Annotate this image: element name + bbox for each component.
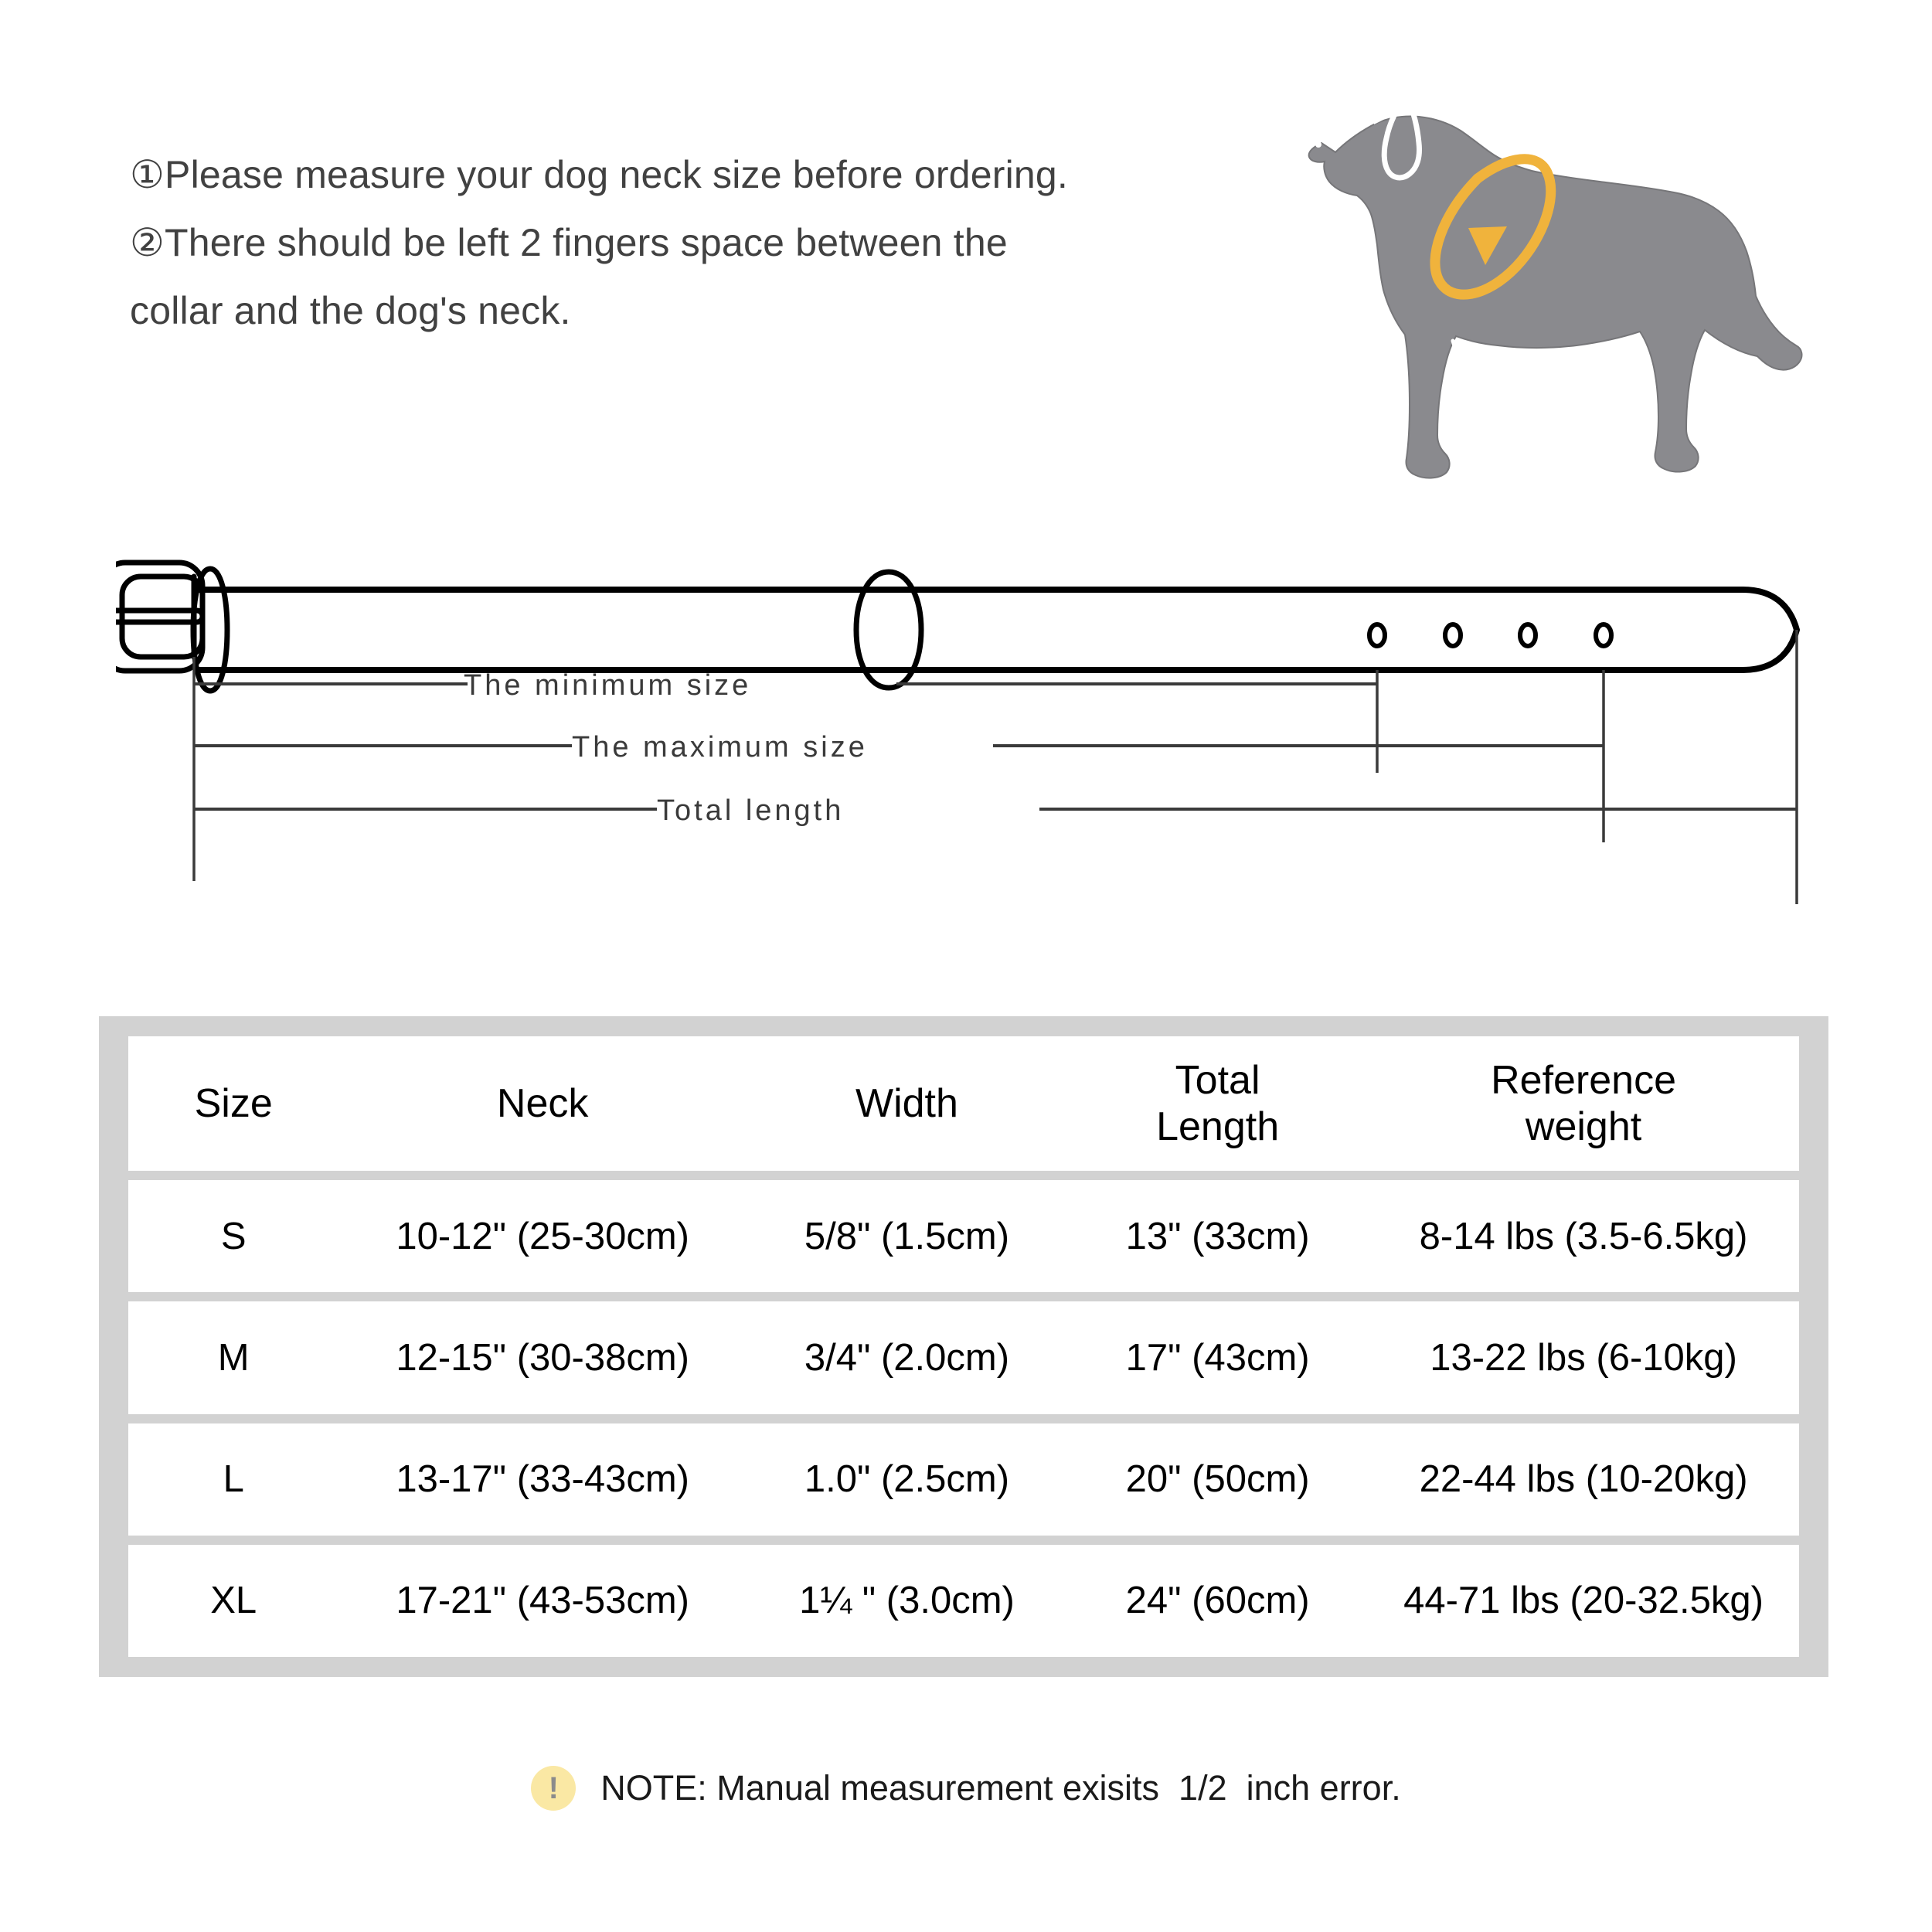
table-row: S 10-12" (25-30cm) 5/8" (1.5cm) 13" (33c…	[128, 1180, 1799, 1293]
cell-reference-weight: 13-22 lbs (6-10kg)	[1430, 1336, 1737, 1379]
table-header-row: Size Neck Width Total Length Reference w…	[128, 1036, 1799, 1171]
dimension-label-maximum: The maximum size	[572, 731, 868, 764]
cell-size: S	[220, 1215, 247, 1257]
cell-width: 1.0" (2.5cm)	[804, 1458, 1010, 1501]
belt-holes-icon	[1367, 622, 1614, 648]
cell-size: M	[217, 1336, 250, 1379]
dimension-label-minimum: The minimum size	[464, 669, 752, 702]
cell-reference-weight: 8-14 lbs (3.5-6.5kg)	[1419, 1215, 1748, 1257]
cell-neck: 12-15" (30-38cm)	[396, 1336, 689, 1379]
cell-reference-weight: 44-71 lbs (20-32.5kg)	[1403, 1580, 1764, 1622]
cell-total-length: 20" (50cm)	[1125, 1458, 1310, 1501]
dog-silhouette-icon	[1308, 90, 1803, 479]
cell-width: 1¼ " (3.0cm)	[799, 1580, 1015, 1622]
exclamation-circle-icon: !	[531, 1766, 577, 1811]
cell-width: 3/4" (2.0cm)	[804, 1336, 1010, 1379]
cell-size: XL	[210, 1580, 257, 1622]
header-neck: Neck	[496, 1081, 589, 1126]
cell-total-length: 13" (33cm)	[1125, 1215, 1310, 1257]
cell-neck: 13-17" (33-43cm)	[396, 1458, 689, 1501]
instruction-line-2: ②There should be left 2 fingers space be…	[130, 221, 1008, 264]
cell-neck: 10-12" (25-30cm)	[396, 1215, 689, 1257]
table-row: L 13-17" (33-43cm) 1.0" (2.5cm) 20" (50c…	[128, 1423, 1799, 1536]
cell-total-length: 24" (60cm)	[1125, 1580, 1310, 1622]
collar-drawing	[99, 560, 1800, 904]
table-row: XL 17-21" (43-53cm) 1¼ " (3.0cm) 24" (60…	[128, 1544, 1799, 1657]
cell-total-length: 17" (43cm)	[1125, 1336, 1310, 1379]
header-reference-weight: Reference weight	[1491, 1058, 1677, 1149]
note-row: ! NOTE: Manual measurement exisits 1/2 i…	[0, 1766, 1932, 1811]
instruction-line-3: collar and the dog's neck.	[130, 289, 571, 332]
neck-measure-loop-icon	[1430, 154, 1556, 300]
note-text: NOTE: Manual measurement exisits 1/2 inc…	[600, 1768, 1401, 1808]
cell-width: 5/8" (1.5cm)	[804, 1215, 1010, 1257]
collar-diagram	[99, 541, 1862, 966]
instructions-block: ①Please measure your dog neck size befor…	[130, 141, 1258, 345]
table-row: M 12-15" (30-38cm) 3/4" (2.0cm) 17" (43c…	[128, 1301, 1799, 1414]
dimension-label-total-length: Total length	[657, 794, 845, 827]
belt-keeper-loop-icon	[853, 569, 924, 691]
header-width: Width	[855, 1081, 958, 1126]
instruction-line-1: ①Please measure your dog neck size befor…	[130, 153, 1069, 196]
cell-neck: 17-21" (43-53cm)	[396, 1580, 689, 1622]
cell-size: L	[223, 1458, 244, 1501]
header-size: Size	[194, 1081, 273, 1126]
size-chart-table: Size Neck Width Total Length Reference w…	[99, 1016, 1828, 1677]
dog-illustration	[1275, 35, 1862, 491]
header-total-length: Total Length	[1156, 1058, 1280, 1149]
cell-reference-weight: 22-44 lbs (10-20kg)	[1419, 1458, 1748, 1501]
